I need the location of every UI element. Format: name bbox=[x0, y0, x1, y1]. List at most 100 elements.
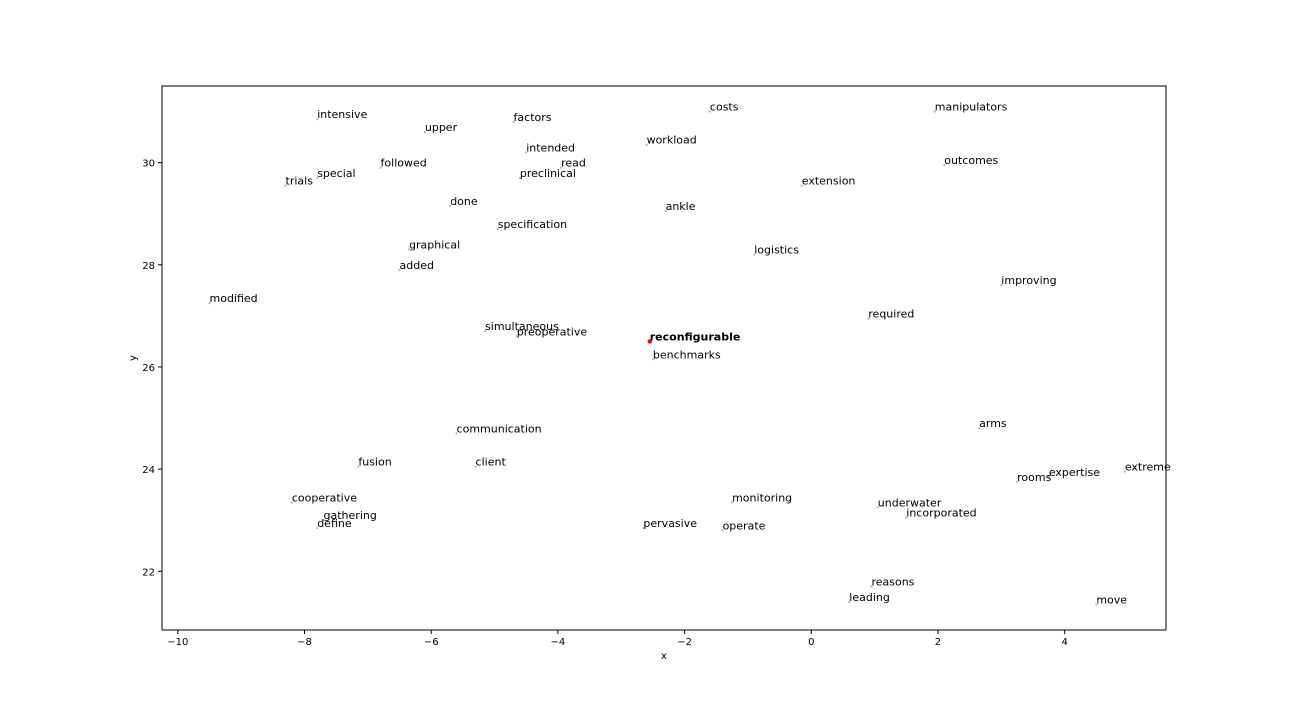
data-point bbox=[933, 110, 936, 113]
point-label: preoperative bbox=[517, 325, 588, 338]
point-label: pervasive bbox=[643, 517, 697, 530]
x-axis-label: x bbox=[661, 651, 667, 662]
point-label: logistics bbox=[754, 244, 799, 257]
point-label: cooperative bbox=[292, 491, 357, 504]
data-point bbox=[978, 427, 981, 430]
point-label: outcomes bbox=[944, 154, 998, 167]
point-label: leading bbox=[849, 591, 890, 604]
data-point bbox=[905, 516, 908, 519]
point-label: manipulators bbox=[935, 101, 1008, 114]
x-axis-ticks: −10 −8 −6 −4 −2 0 2 4 bbox=[167, 630, 1068, 648]
x-tick-label: −8 bbox=[297, 637, 312, 648]
point-label: trials bbox=[286, 175, 314, 188]
data-point bbox=[645, 143, 648, 146]
point-label: incorporated bbox=[906, 507, 976, 520]
data-point bbox=[1047, 475, 1050, 478]
point-label: upper bbox=[425, 121, 458, 134]
data-point bbox=[515, 335, 518, 338]
x-tick-label: −6 bbox=[424, 637, 439, 648]
data-point bbox=[316, 526, 319, 529]
point-label: specification bbox=[498, 218, 567, 231]
y-axis-ticks: 22 24 26 28 30 bbox=[142, 159, 162, 578]
plot-area-frame bbox=[161, 85, 1167, 631]
y-tick-label: 22 bbox=[142, 567, 155, 578]
data-point bbox=[642, 526, 645, 529]
data-point bbox=[379, 166, 382, 169]
data-point bbox=[848, 600, 851, 604]
data-point bbox=[512, 120, 515, 123]
point-label: added bbox=[400, 259, 434, 272]
data-point bbox=[290, 501, 293, 504]
point-label: rooms bbox=[1017, 471, 1051, 484]
point-label: reconfigurable bbox=[650, 330, 741, 343]
x-tick-label: 0 bbox=[808, 637, 814, 648]
data-point bbox=[1000, 284, 1003, 287]
data-point bbox=[664, 210, 667, 213]
point-label: modified bbox=[210, 292, 258, 305]
point-label: operate bbox=[723, 519, 766, 532]
data-point bbox=[316, 176, 319, 180]
point-label: graphical bbox=[409, 238, 460, 251]
data-point bbox=[730, 501, 734, 504]
data-point bbox=[423, 130, 426, 134]
point-label: simultaneous bbox=[485, 320, 559, 333]
y-tick-label: 30 bbox=[142, 159, 155, 170]
y-axis-label: y bbox=[128, 355, 139, 361]
data-point bbox=[474, 465, 477, 468]
data-point bbox=[1095, 603, 1098, 606]
data-point bbox=[398, 268, 401, 271]
data-point bbox=[525, 151, 528, 154]
highlighted-point bbox=[647, 339, 652, 344]
x-tick-label: 2 bbox=[935, 637, 941, 648]
data-point bbox=[284, 184, 287, 187]
data-point bbox=[455, 432, 458, 435]
point-label: expertise bbox=[1049, 466, 1100, 479]
data-point bbox=[800, 184, 803, 187]
points-layer: intensive factors costs manipulators upper wo… bbox=[208, 101, 1171, 606]
data-point bbox=[208, 301, 211, 305]
point-label: client bbox=[476, 456, 507, 469]
data-point bbox=[1123, 470, 1126, 473]
x-tick-label: −4 bbox=[551, 637, 566, 648]
y-tick-label: 26 bbox=[142, 363, 155, 374]
x-tick-label: −2 bbox=[677, 637, 692, 648]
x-tick-label: −10 bbox=[167, 637, 188, 648]
point-label: workload bbox=[647, 134, 697, 147]
point-label: required bbox=[868, 307, 914, 320]
data-point bbox=[943, 164, 946, 167]
data-point bbox=[357, 465, 360, 468]
data-point bbox=[483, 330, 487, 333]
point-label: communication bbox=[457, 422, 542, 435]
y-tick-label: 24 bbox=[142, 465, 155, 476]
point-label: monitoring bbox=[732, 491, 792, 504]
data-point bbox=[559, 166, 563, 169]
data-point bbox=[1016, 480, 1019, 483]
point-label: costs bbox=[710, 101, 739, 114]
point-label: followed bbox=[381, 157, 427, 170]
data-point bbox=[870, 585, 873, 588]
data-point bbox=[708, 110, 712, 113]
data-point bbox=[407, 248, 411, 251]
point-label: special bbox=[317, 167, 355, 180]
point-label: improving bbox=[1001, 274, 1056, 287]
point-label: reasons bbox=[871, 576, 914, 589]
point-label: extension bbox=[802, 175, 856, 188]
point-label: benchmarks bbox=[653, 348, 721, 361]
point-label: extreme bbox=[1125, 461, 1171, 474]
point-label: underwater bbox=[878, 496, 942, 509]
point-label: define bbox=[317, 517, 352, 530]
point-label: factors bbox=[514, 111, 552, 124]
point-label: gathering bbox=[324, 509, 377, 522]
data-point bbox=[721, 529, 724, 532]
data-point bbox=[449, 204, 452, 208]
data-point bbox=[753, 253, 756, 256]
point-label: arms bbox=[979, 417, 1007, 430]
point-label: read bbox=[561, 157, 586, 170]
point-label: preclinical bbox=[520, 167, 576, 180]
data-point bbox=[876, 506, 879, 509]
data-point bbox=[496, 227, 499, 231]
y-tick-label: 28 bbox=[142, 261, 155, 272]
point-label: intended bbox=[526, 141, 575, 154]
point-label: move bbox=[1096, 593, 1127, 606]
